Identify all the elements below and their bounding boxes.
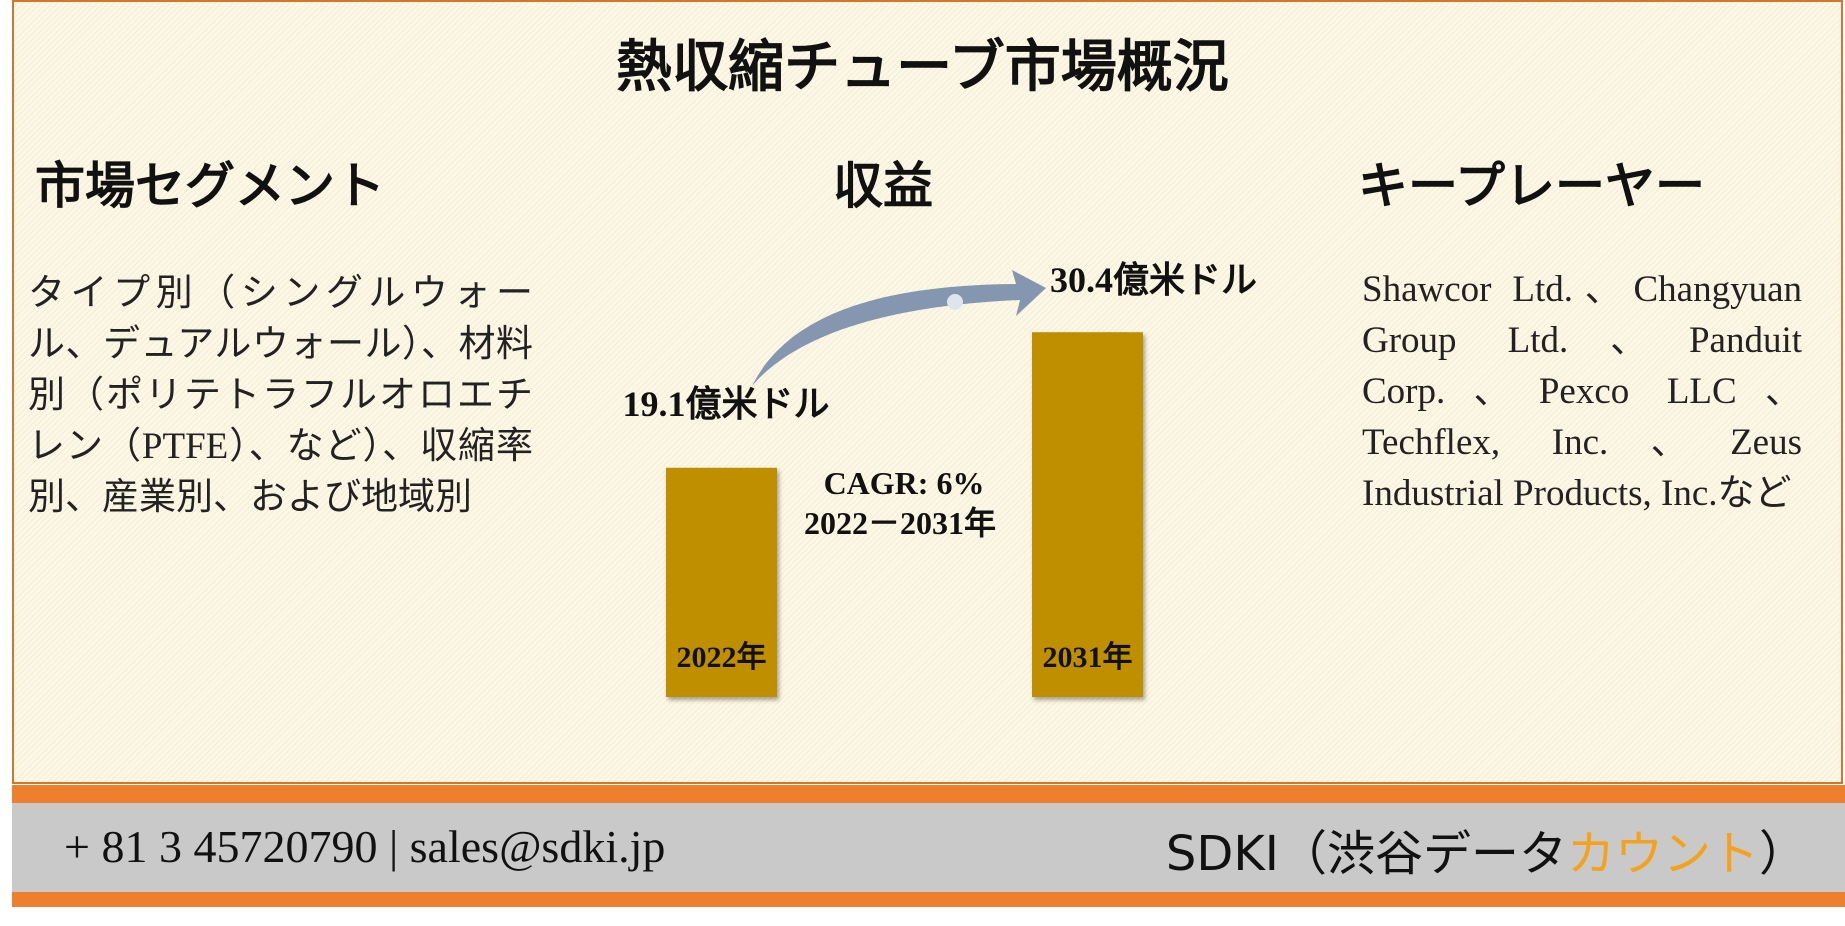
brand-end: ） — [1758, 826, 1807, 882]
bar — [1032, 332, 1143, 697]
value-label: 30.4億米ドル — [1050, 260, 1257, 300]
segments-heading: 市場セグメント — [35, 158, 385, 214]
footer-band — [12, 892, 1845, 907]
footer-band — [12, 785, 1845, 803]
players-text: Shawcor Ltd.、Changyuan Group Ltd.、Pandui… — [1362, 269, 1802, 514]
contact: + 81 3 45720790 | sales@sdki.jp — [64, 821, 666, 872]
segments-text: タイプ別（シングルウォール、デュアルウォール）、材料別（ポリテトラフルオロエチレ… — [28, 273, 533, 518]
period: 2022－2031年 — [804, 505, 996, 541]
footer-bar — [12, 803, 1845, 892]
arrow-dot — [947, 294, 963, 310]
brand-highlight: カウント — [1566, 826, 1759, 882]
brand-name: SDKI（渋谷データ — [1165, 826, 1567, 882]
year-label: 2031年 — [1043, 641, 1133, 674]
title: 熱収縮チューブ市場概況 — [616, 37, 1229, 99]
bar — [666, 467, 777, 697]
revenue-chart: CAGR: 6% 2022－2031年 2022年 19.1億米ドル 2031年 30… — [622, 260, 1257, 697]
value-label: 19.1億米ドル — [622, 384, 829, 424]
revenue-heading: 収益 — [833, 158, 933, 214]
brand: SDKI（渋谷データカウント） — [1166, 814, 1807, 884]
players-heading: キープレーヤー — [1358, 158, 1705, 214]
cagr: CAGR: 6% — [824, 465, 985, 501]
year-label: 2022年 — [677, 641, 767, 674]
panel — [12, 0, 1843, 784]
growth-arrow — [752, 270, 1046, 386]
